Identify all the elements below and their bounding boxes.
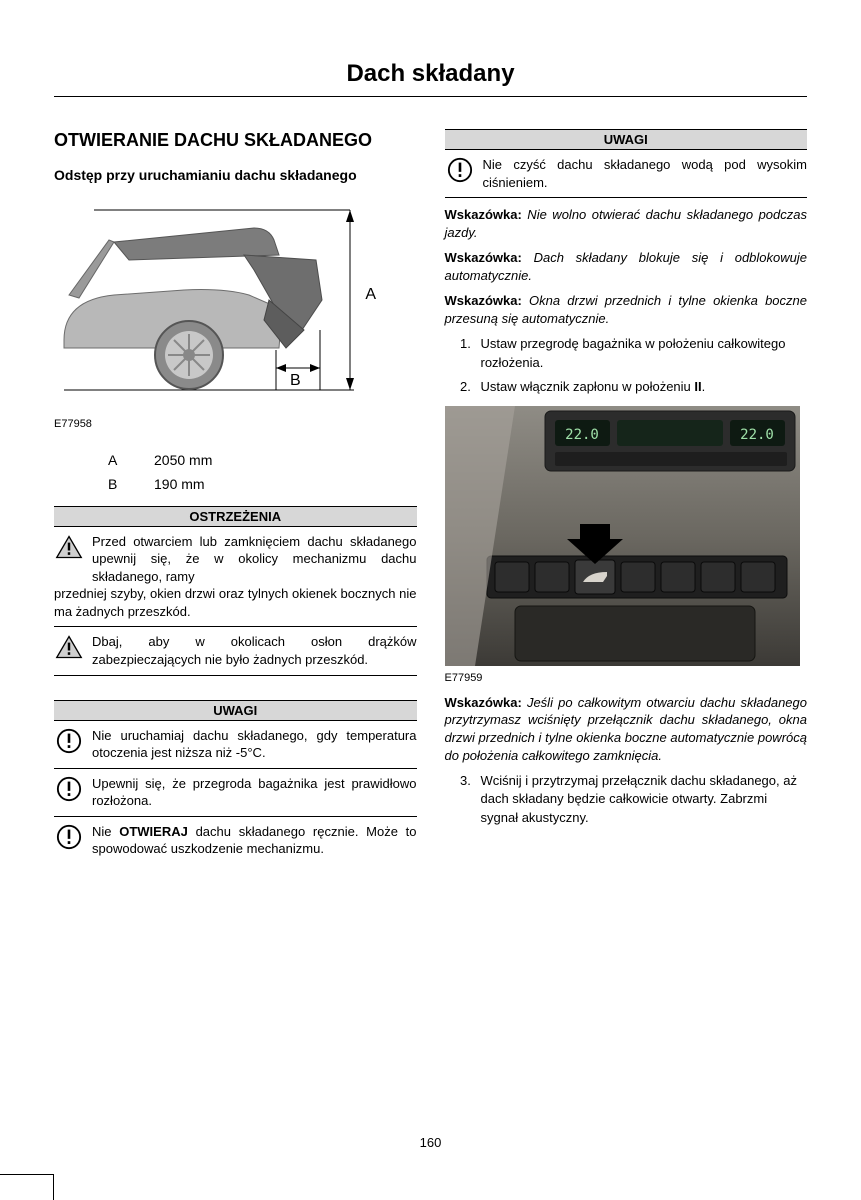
dimension-row-a: A 2050 mm — [108, 452, 417, 468]
steps-list: Ustaw przegrodę bagażnika w położeniu ca… — [445, 335, 808, 396]
caution-circle-icon — [445, 156, 475, 184]
dimension-row-b: B 190 mm — [108, 476, 417, 492]
dim-label-a: A — [365, 286, 376, 304]
caution-l2-text: Upewnij się, że przegroda bagażnika jest… — [92, 775, 417, 810]
caution-l3: Nie OTWIERAJ dachu składanego ręcznie. M… — [54, 817, 417, 864]
figure-dashboard-switch: 22.0 22.0 — [445, 406, 800, 666]
dim-a-value: 2050 mm — [154, 452, 212, 468]
svg-text:22.0: 22.0 — [740, 427, 774, 443]
sub-heading: Odstęp przy uruchamianiu dachu składaneg… — [54, 166, 417, 184]
warning-1-tail: przedniej szyby, okien drzwi oraz tylnyc… — [54, 585, 417, 627]
caution-circle-icon — [54, 823, 84, 851]
cautions-header-left: UWAGI — [54, 700, 417, 721]
caution-circle-icon — [54, 775, 84, 803]
warnings-header: OSTRZEŻENIA — [54, 506, 417, 527]
chapter-title: Dach składany — [54, 60, 807, 88]
caution-l1-text: Nie uruchamiaj dachu składanego, gdy tem… — [92, 727, 417, 762]
warning-triangle-icon — [54, 633, 84, 661]
figure-id-1: E77958 — [54, 418, 417, 430]
steps-list-2: Wciśnij i przytrzymaj przełącznik dachu … — [445, 772, 808, 827]
dim-b-label: B — [108, 476, 126, 492]
figure-car-clearance: A B — [54, 200, 374, 410]
figure-id-2: E77959 — [445, 672, 808, 684]
page-number: 160 — [0, 1135, 861, 1150]
caution-l2: Upewnij się, że przegroda bagażnika jest… — [54, 769, 417, 817]
section-heading: OTWIERANIE DACHU SKŁADANEGO — [54, 129, 417, 152]
svg-text:22.0: 22.0 — [565, 427, 599, 443]
right-column: UWAGI Nie czyść dachu składanego wodą po… — [445, 129, 808, 864]
warning-2: Dbaj, aby w okolicach osłon drążków zabe… — [54, 627, 417, 675]
corner-crop-mark — [0, 1174, 54, 1200]
warning-triangle-icon — [54, 533, 84, 561]
warning-1-text: Przed otwarciem lub zamknięciem dachu sk… — [92, 533, 417, 586]
dim-label-b: B — [290, 372, 301, 390]
dim-a-label: A — [108, 452, 126, 468]
step-3: Wciśnij i przytrzymaj przełącznik dachu … — [475, 772, 808, 827]
caution-l3-text: Nie OTWIERAJ dachu składanego ręcznie. M… — [92, 823, 417, 858]
hint-3: Wskazówka: Okna drzwi przednich i tylne … — [445, 292, 808, 327]
caution-r1-text: Nie czyść dachu składanego wodą pod wyso… — [483, 156, 808, 191]
hint-4: Wskazówka: Jeśli po całkowitym otwarciu … — [445, 694, 808, 764]
step-1: Ustaw przegrodę bagażnika w położeniu ca… — [475, 335, 808, 371]
cautions-header-right: UWAGI — [445, 129, 808, 150]
hint-2: Wskazówka: Dach składany blokuje się i o… — [445, 249, 808, 284]
title-rule — [54, 96, 807, 97]
warning-2-text: Dbaj, aby w okolicach osłon drążków zabe… — [92, 633, 417, 668]
step-2: Ustaw włącznik zapłonu w położeniu II. — [475, 378, 808, 396]
dim-b-value: 190 mm — [154, 476, 205, 492]
caution-circle-icon — [54, 727, 84, 755]
hint-1: Wskazówka: Nie wolno otwierać dachu skła… — [445, 206, 808, 241]
caution-l1: Nie uruchamiaj dachu składanego, gdy tem… — [54, 721, 417, 769]
caution-r1: Nie czyść dachu składanego wodą pod wyso… — [445, 150, 808, 198]
warning-1: Przed otwarciem lub zamknięciem dachu sk… — [54, 527, 417, 586]
left-column: OTWIERANIE DACHU SKŁADANEGO Odstęp przy … — [54, 129, 417, 864]
